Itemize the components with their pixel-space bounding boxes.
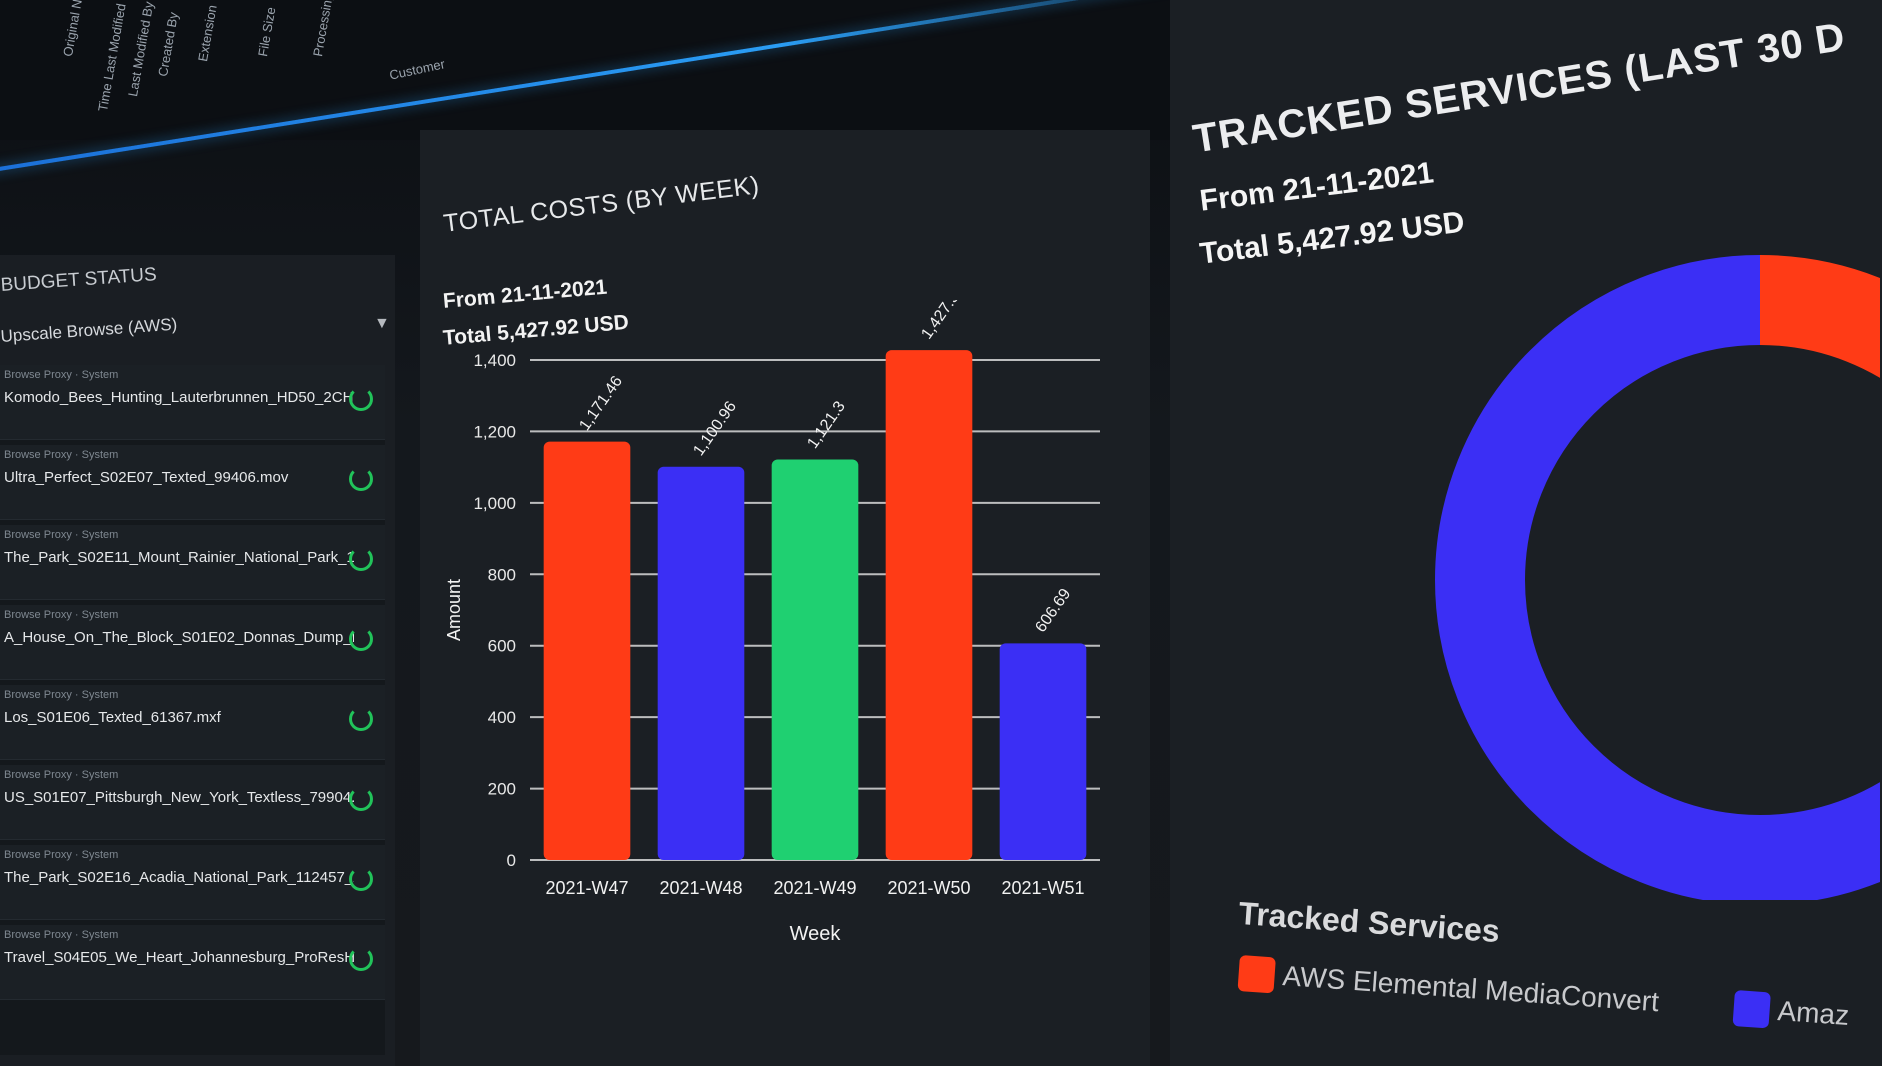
list-item[interactable]: Browse Proxy · System US_S01E07_Pittsbur…: [0, 765, 385, 840]
refresh-icon[interactable]: [349, 387, 373, 411]
y-tick-label: 1,200: [473, 422, 516, 441]
y-tick-label: 400: [488, 708, 516, 727]
y-tick-label: 800: [488, 565, 516, 584]
list-item-filename: A_House_On_The_Block_S01E02_Donnas_Dump_…: [4, 629, 354, 646]
bar: [543, 441, 631, 860]
legend-swatch: [1237, 955, 1276, 994]
y-tick-label: 200: [488, 780, 516, 799]
list-item[interactable]: Browse Proxy · System Los_S01E06_Texted_…: [0, 685, 385, 760]
data-label: 1,171.46: [576, 373, 626, 434]
list-item-subtitle: Browse Proxy · System: [4, 369, 119, 381]
list-item-subtitle: Browse Proxy · System: [4, 849, 119, 861]
list-item-filename: US_S01E07_Pittsburgh_New_York_Textless_7…: [4, 789, 354, 806]
data-label: 1,427.53: [918, 300, 968, 342]
list-item[interactable]: Browse Proxy · System Travel_S04E05_We_H…: [0, 925, 385, 1000]
data-label: 1,121.3: [804, 398, 849, 452]
col-header-processing[interactable]: Processing: [310, 0, 336, 58]
cost-bar-chart: 0 200 400 600 800 1,000 1,200 1,400 1,171.46 2021…: [444, 300, 1100, 945]
x-tick-label: 2021-W49: [773, 878, 856, 898]
list-item-filename: Travel_S04E05_We_Heart_Johannesburg_ProR…: [4, 949, 354, 966]
list-item[interactable]: Browse Proxy · System Ultra_Perfect_S02E…: [0, 445, 385, 520]
refresh-icon[interactable]: [349, 787, 373, 811]
list-item-filename: The_Park_S02E16_Acadia_National_Park_112…: [4, 869, 354, 886]
bar: [999, 643, 1087, 860]
list-item-subtitle: Browse Proxy · System: [4, 529, 119, 541]
list-item-subtitle: Browse Proxy · System: [4, 929, 119, 941]
x-tick-label: 2021-W48: [659, 878, 742, 898]
list-item-subtitle: Browse Proxy · System: [4, 769, 119, 781]
chevron-down-icon[interactable]: ▼: [374, 315, 390, 332]
y-axis-label: Amount: [444, 579, 464, 641]
y-tick-label: 1,400: [473, 351, 516, 370]
col-header-created-by[interactable]: Created By: [155, 10, 182, 78]
y-tick-label: 0: [507, 851, 516, 870]
x-axis-label: Week: [790, 923, 842, 945]
refresh-icon[interactable]: [349, 627, 373, 651]
bar: [657, 466, 745, 860]
data-label: 1,100.96: [690, 398, 740, 459]
col-header-customer[interactable]: Customer: [388, 56, 447, 83]
list-item-filename: Los_S01E06_Texted_61367.mxf: [4, 709, 221, 726]
x-tick-label: 2021-W50: [887, 878, 970, 898]
list-item-subtitle: Browse Proxy · System: [4, 449, 119, 461]
y-tick-label: 600: [488, 637, 516, 656]
legend-swatch: [1732, 990, 1771, 1029]
budget-list: Browse Proxy · System Komodo_Bees_Huntin…: [0, 365, 385, 1055]
bar: [885, 350, 973, 860]
col-header-extension[interactable]: Extension: [195, 3, 220, 63]
budget-status-title: BUDGET STATUS: [0, 264, 158, 296]
col-header-original-name[interactable]: Original Name: [60, 0, 90, 58]
list-item-filename: Komodo_Bees_Hunting_Lauterbrunnen_HD50_2…: [4, 389, 354, 406]
list-item[interactable]: Browse Proxy · System The_Park_S02E16_Ac…: [0, 845, 385, 920]
y-tick-label: 1,000: [473, 494, 516, 513]
tracked-services-donut: [1435, 255, 1880, 900]
col-header-file-size[interactable]: File Size: [255, 5, 279, 58]
total-costs-title: TOTAL COSTS (BY WEEK): [442, 171, 762, 238]
budget-select[interactable]: Upscale Browse (AWS): [0, 314, 178, 346]
list-item[interactable]: Browse Proxy · System The_Park_S02E11_Mo…: [0, 525, 385, 600]
list-item-filename: Ultra_Perfect_S02E07_Texted_99406.mov: [4, 469, 289, 486]
refresh-icon[interactable]: [349, 467, 373, 491]
col-header-last-modified-by[interactable]: Last Modified By: [125, 0, 157, 98]
list-item-subtitle: Browse Proxy · System: [4, 689, 119, 701]
data-label: 606.69: [1032, 586, 1074, 636]
tracked-from-date: From 21-11-2021: [1198, 156, 1436, 218]
col-header-time-last-modified[interactable]: Time Last Modified: [95, 2, 129, 113]
tracked-services-title: TRACKED SERVICES (LAST 30 D: [1190, 14, 1849, 162]
x-tick-label: 2021-W51: [1001, 878, 1084, 898]
list-item[interactable]: Browse Proxy · System A_House_On_The_Blo…: [0, 605, 385, 680]
list-item-subtitle: Browse Proxy · System: [4, 609, 119, 621]
donut-slice[interactable]: [1435, 255, 1880, 900]
list-item[interactable]: Browse Proxy · System Komodo_Bees_Huntin…: [0, 365, 385, 440]
refresh-icon[interactable]: [349, 947, 373, 971]
legend-label: Amaz: [1776, 995, 1851, 1031]
refresh-icon[interactable]: [349, 867, 373, 891]
refresh-icon[interactable]: [349, 547, 373, 571]
x-tick-label: 2021-W47: [545, 878, 628, 898]
list-item-filename: The_Park_S02E11_Mount_Rainier_National_P…: [4, 549, 354, 566]
refresh-icon[interactable]: [349, 707, 373, 731]
bar: [771, 459, 859, 860]
budget-status-panel: BUDGET STATUS Upscale Browse (AWS) ▼ Bro…: [0, 255, 395, 1066]
